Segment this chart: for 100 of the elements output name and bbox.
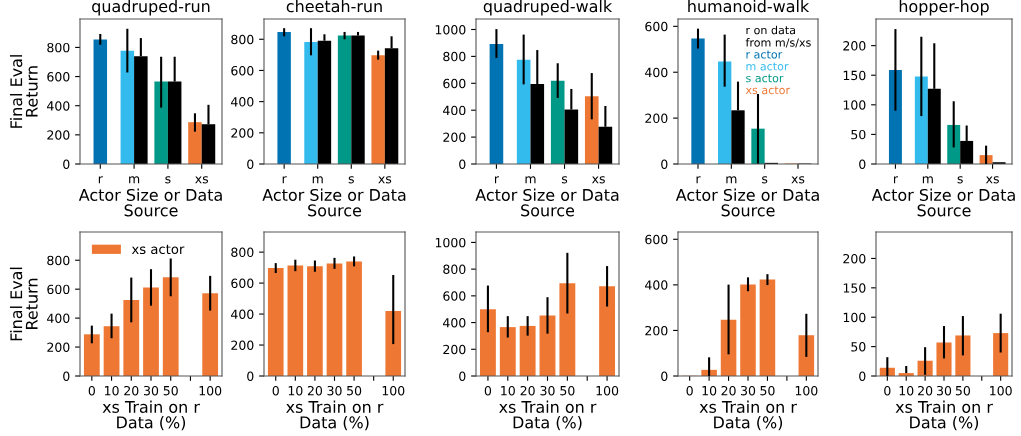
x-tick-label: 0 [88,385,95,396]
x-tick-label: 0 [884,385,891,396]
y-tick-label: 200 [443,344,466,355]
x-tick-label: xs [985,176,999,184]
y-tick-label: 800 [231,247,254,258]
y-axis-title: Final Eval Return [9,267,38,341]
y-tick-label: 600 [443,291,466,301]
x-tick-label: s [561,176,568,184]
x-tick-label: 20 [307,385,323,396]
x-tick-label: 50 [955,385,971,396]
y-tick-label: 150 [843,283,866,293]
y-tick-label: 400 [231,97,254,107]
x-tick-label: s [165,176,171,184]
y-tick-label: 800 [47,42,70,53]
x-tick-label: 10 [702,385,717,396]
x-tick-label: m [525,176,536,184]
y-tick-label: 1000 [435,237,466,248]
y-tick-label: 0 [459,371,466,381]
x-tick-label: 50 [760,385,775,396]
x-axis-title: xs Train on r Data (%) [499,400,597,431]
x-axis-title: Actor Size or Data Source [78,188,222,217]
y-tick-label: 800 [443,51,466,62]
x-tick-label: m [726,176,737,184]
y-tick-label: 400 [231,309,254,319]
x-tick-label: 50 [347,385,362,396]
x-axis-title: Actor Size or Data Source [475,188,619,217]
y-tick-label: 0 [859,159,866,169]
y-tick-label: 200 [645,113,668,124]
x-tick-label: xs [591,176,605,184]
y-tick-label: 200 [443,132,466,143]
x-tick-label: xs [378,176,392,184]
y-tick-label: 800 [443,264,466,275]
x-tick-label: m [312,176,323,184]
y-axis-title: Final Eval Return [9,55,38,128]
y-tick-label: 150 [843,70,866,81]
y-tick-label: 0 [661,159,668,169]
x-tick-label: r [696,176,701,184]
x-tick-label: 50 [163,385,178,396]
y-tick-label: 600 [47,284,70,295]
y-tick-label: 800 [231,34,254,45]
x-tick-label: xs [791,176,805,184]
y-tick-label: 200 [231,340,254,350]
x-tick-label: 0 [272,385,279,396]
x-tick-label: 10 [288,385,303,396]
text: r on data from m/s/xs [745,25,811,48]
x-tick-label: s [957,176,963,184]
y-tick-label: 0 [63,371,70,381]
x-tick-label: m [129,176,140,184]
y-tick-label: 0 [63,159,70,169]
x-tick-label: 30 [741,385,756,396]
y-tick-label: 1000 [435,24,466,35]
x-tick-label: 30 [937,385,952,396]
y-tick-label: 0 [247,371,254,381]
x-tick-label: 100 [382,385,405,396]
y-tick-label: 0 [661,371,668,381]
chart-title: quadruped-walk [483,0,613,16]
y-tick-label: 50 [851,129,866,140]
x-tick-label: 100 [596,385,619,396]
y-tick-label: 0 [859,371,866,381]
y-tick-label: 100 [843,100,866,110]
series-label: m actor [746,62,789,71]
chart-title: humanoid-walk [688,0,810,13]
x-tick-label: m [922,176,933,184]
y-tick-label: 0 [247,159,254,169]
x-axis-title: xs Train on r Data (%) [895,400,993,431]
x-tick-label: r [494,176,499,184]
x-axis-title: xs Train on r Data (%) [102,400,200,431]
x-tick-label: 10 [104,385,119,396]
y-tick-label: 400 [47,101,70,111]
y-tick-label: 600 [645,234,668,245]
x-tick-label: r [893,176,898,184]
x-tick-label: 100 [795,385,818,396]
x-tick-label: 20 [124,385,139,396]
x-tick-label: 30 [144,385,159,396]
y-tick-label: 200 [843,253,866,264]
x-tick-label: 20 [918,385,933,396]
x-tick-label: 30 [540,385,555,396]
y-tick-label: 400 [645,67,668,78]
y-tick-label: 400 [645,280,668,290]
x-tick-label: 30 [327,385,342,396]
text: xs actor [745,86,791,95]
text: r actor [746,50,783,59]
x-tick-label: r [98,176,103,184]
y-tick-label: 400 [443,105,466,116]
x-tick-label: r [282,176,287,184]
text: s actor [746,74,784,83]
y-tick-label: 200 [231,128,254,138]
y-tick-label: 200 [47,342,70,352]
y-tick-label: 600 [231,278,254,289]
y-tick-label: 800 [47,255,70,266]
legend-label: xs actor [131,244,185,255]
y-tick-label: 600 [645,21,668,32]
y-tick-label: 50 [851,342,866,352]
chart-title: cheetah-run [286,0,382,13]
y-tick-label: 400 [47,313,70,324]
y-tick-label: 200 [645,325,668,336]
y-tick-label: 0 [459,159,466,169]
y-tick-label: 400 [443,318,466,328]
x-axis-title: Actor Size or Data Source [675,188,819,217]
x-tick-label: s [762,176,768,184]
